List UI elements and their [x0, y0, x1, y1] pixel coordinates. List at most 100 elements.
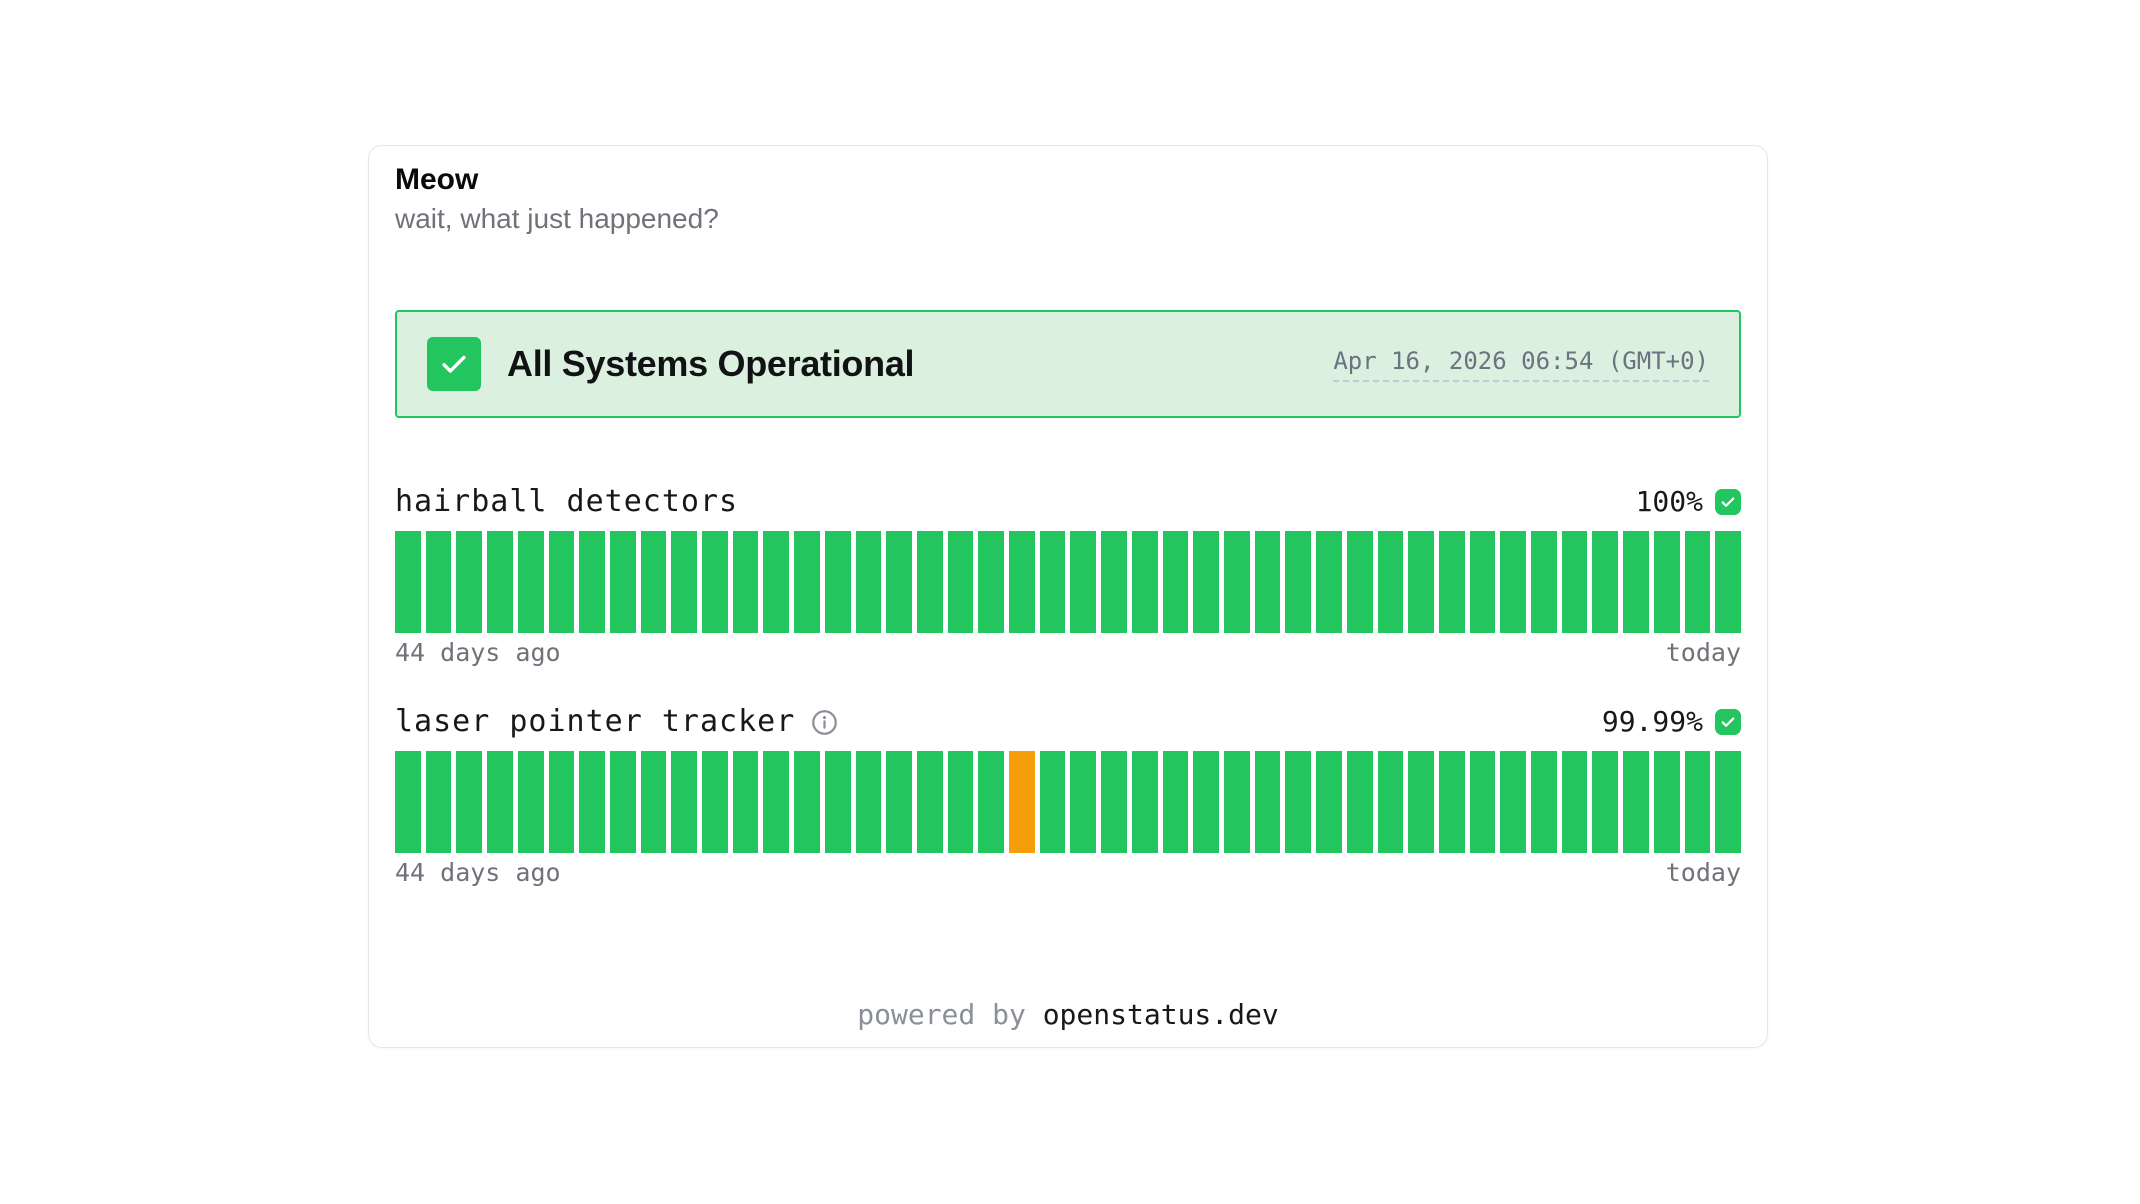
uptime-day-bar[interactable] [640, 531, 667, 633]
uptime-day-bar[interactable] [671, 751, 698, 853]
uptime-day-bar[interactable] [1101, 751, 1127, 853]
uptime-day-bar[interactable] [1469, 751, 1496, 853]
uptime-day-bar[interactable] [855, 751, 882, 853]
uptime-day-bar[interactable] [1684, 531, 1711, 633]
check-icon [427, 337, 481, 391]
uptime-day-bar[interactable] [1254, 751, 1281, 853]
uptime-day-bar[interactable] [916, 531, 943, 633]
status-card: Meow wait, what just happened? All Syste… [368, 145, 1768, 1048]
uptime-day-bar[interactable] [886, 751, 912, 853]
uptime-day-bar[interactable] [1561, 751, 1588, 853]
range-end-label: today [1665, 858, 1741, 887]
uptime-day-bar[interactable] [886, 531, 912, 633]
uptime-day-bar[interactable] [1346, 531, 1373, 633]
monitor-title: hairball detectors [395, 484, 739, 519]
uptime-day-bar[interactable] [548, 531, 575, 633]
uptime-day-bar[interactable] [1377, 531, 1404, 633]
openstatus-link[interactable]: openstatus.dev [1042, 998, 1279, 1031]
uptime-day-bar[interactable] [794, 531, 820, 633]
uptime-day-bar[interactable] [1715, 751, 1741, 853]
uptime-day-bar[interactable] [579, 531, 605, 633]
uptime-day-bar[interactable] [548, 751, 575, 853]
uptime-day-bar[interactable] [1223, 531, 1250, 633]
uptime-day-bar[interactable] [1653, 531, 1680, 633]
uptime-day-bar[interactable] [1101, 531, 1127, 633]
uptime-day-bar[interactable] [1715, 531, 1741, 633]
uptime-day-bar[interactable] [1285, 751, 1312, 853]
uptime-day-bar[interactable] [1531, 751, 1557, 853]
uptime-day-bar[interactable] [395, 531, 421, 633]
uptime-day-bar[interactable] [1469, 531, 1496, 633]
uptime-day-bar[interactable] [978, 531, 1005, 633]
uptime-day-bar[interactable] [456, 751, 483, 853]
uptime-day-bar[interactable] [487, 531, 513, 633]
uptime-day-bar[interactable] [425, 751, 452, 853]
uptime-day-bar[interactable] [824, 751, 851, 853]
uptime-day-bar[interactable] [1623, 751, 1649, 853]
uptime-day-bar[interactable] [579, 751, 605, 853]
uptime-day-bar[interactable] [395, 751, 421, 853]
uptime-day-bar[interactable] [824, 531, 851, 633]
uptime-day-bar[interactable] [1531, 531, 1557, 633]
uptime-day-bar[interactable] [640, 751, 667, 853]
uptime-day-bar[interactable] [1653, 751, 1680, 853]
uptime-day-bar[interactable] [487, 751, 513, 853]
uptime-day-bar[interactable] [1500, 751, 1527, 853]
uptime-day-bar[interactable] [1408, 531, 1434, 633]
uptime-day-bar[interactable] [1254, 531, 1281, 633]
uptime-day-bar[interactable] [1131, 751, 1158, 853]
uptime-day-bar[interactable] [1162, 531, 1189, 633]
uptime-day-bar[interactable] [702, 531, 728, 633]
monitor-header: laser pointer tracker 99.99% [395, 704, 1741, 740]
uptime-day-bar[interactable] [1039, 751, 1066, 853]
uptime-day-bar[interactable] [1009, 751, 1035, 853]
uptime-day-bar[interactable] [517, 751, 544, 853]
uptime-day-bar[interactable] [947, 751, 974, 853]
uptime-day-bar[interactable] [763, 531, 790, 633]
monitor-title: laser pointer tracker [395, 704, 796, 739]
uptime-day-bar[interactable] [1684, 751, 1711, 853]
uptime-day-bar[interactable] [732, 751, 759, 853]
uptime-day-bar[interactable] [732, 531, 759, 633]
uptime-day-bar[interactable] [763, 751, 790, 853]
uptime-day-bar[interactable] [1377, 751, 1404, 853]
uptime-day-bar[interactable] [456, 531, 483, 633]
uptime-day-bar[interactable] [1408, 751, 1434, 853]
uptime-day-bar[interactable] [1009, 531, 1035, 633]
uptime-day-bar[interactable] [609, 531, 636, 633]
uptime-day-bar[interactable] [978, 751, 1005, 853]
uptime-day-bar[interactable] [1193, 751, 1219, 853]
uptime-day-bar[interactable] [916, 751, 943, 853]
info-icon[interactable] [811, 709, 838, 736]
monitors-list: hairball detectors 100% 44 days ago [395, 484, 1741, 886]
uptime-day-bar[interactable] [1316, 751, 1342, 853]
uptime-bar-chart [395, 531, 1741, 633]
uptime-day-bar[interactable] [1438, 751, 1465, 853]
uptime-day-bar[interactable] [1592, 751, 1619, 853]
uptime-day-bar[interactable] [671, 531, 698, 633]
uptime-day-bar[interactable] [1592, 531, 1619, 633]
uptime-day-bar[interactable] [1438, 531, 1465, 633]
uptime-day-bar[interactable] [1223, 751, 1250, 853]
uptime-day-bar[interactable] [1070, 751, 1097, 853]
uptime-day-bar[interactable] [1285, 531, 1312, 633]
uptime-day-bar[interactable] [609, 751, 636, 853]
status-banner-timestamp[interactable]: Apr 16, 2026 06:54 (GMT+0) [1333, 347, 1709, 382]
uptime-day-bar[interactable] [1500, 531, 1527, 633]
uptime-day-bar[interactable] [702, 751, 728, 853]
uptime-day-bar[interactable] [947, 531, 974, 633]
uptime-day-bar[interactable] [1316, 531, 1342, 633]
uptime-day-bar[interactable] [1131, 531, 1158, 633]
uptime-day-bar[interactable] [1162, 751, 1189, 853]
uptime-day-bar[interactable] [1070, 531, 1097, 633]
uptime-day-bar[interactable] [794, 751, 820, 853]
uptime-day-bar[interactable] [1193, 531, 1219, 633]
uptime-day-bar[interactable] [1561, 531, 1588, 633]
bar-range-labels: 44 days ago today [395, 640, 1741, 666]
uptime-day-bar[interactable] [1039, 531, 1066, 633]
uptime-day-bar[interactable] [1623, 531, 1649, 633]
uptime-day-bar[interactable] [425, 531, 452, 633]
uptime-day-bar[interactable] [1346, 751, 1373, 853]
uptime-day-bar[interactable] [517, 531, 544, 633]
uptime-day-bar[interactable] [855, 531, 882, 633]
